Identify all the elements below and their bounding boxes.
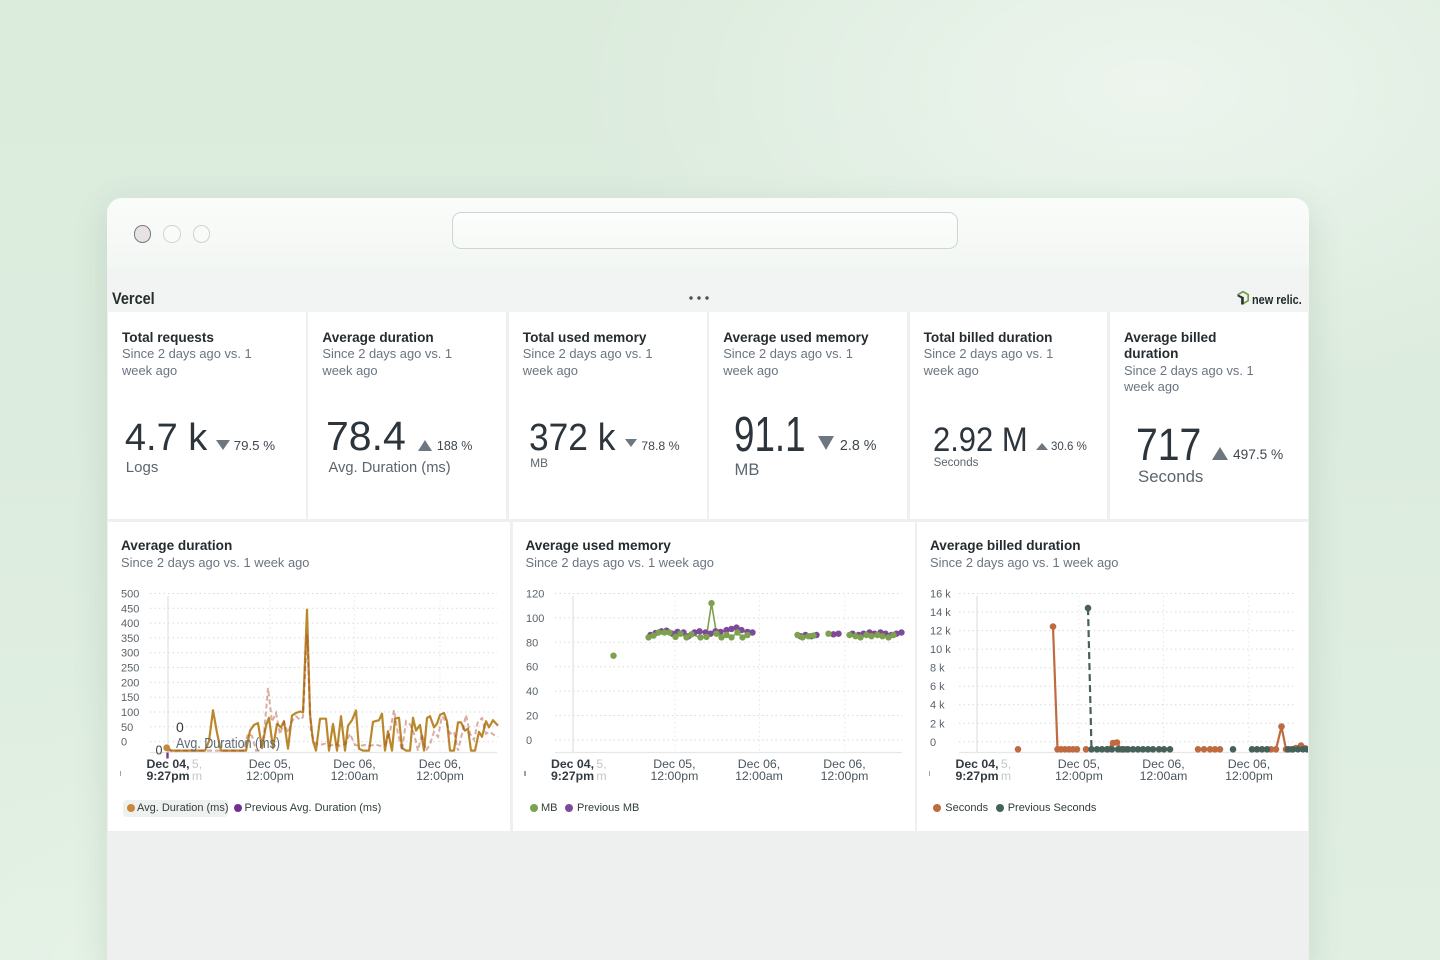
svg-text:500: 500 (121, 589, 139, 601)
svg-text:10 k: 10 k (930, 644, 951, 656)
svg-text:120: 120 (526, 589, 544, 601)
svg-text:0: 0 (176, 719, 184, 735)
svg-text:4 k: 4 k (930, 700, 945, 712)
svg-text:400: 400 (121, 618, 139, 630)
svg-text:50: 50 (121, 722, 133, 734)
svg-text:60: 60 (526, 662, 538, 674)
svg-text:300: 300 (121, 648, 139, 660)
svg-text:0: 0 (526, 735, 532, 747)
svg-text:80: 80 (526, 637, 538, 649)
svg-text:14 k: 14 k (930, 607, 951, 619)
svg-text:450: 450 (121, 603, 139, 615)
svg-text:150: 150 (121, 692, 139, 704)
svg-text:6 k: 6 k (930, 681, 945, 693)
svg-text:8 k: 8 k (930, 663, 945, 675)
svg-text:0: 0 (930, 737, 936, 749)
svg-text:40: 40 (526, 686, 538, 698)
svg-text:250: 250 (121, 663, 139, 675)
svg-text:0: 0 (156, 744, 163, 758)
svg-text:2 k: 2 k (930, 718, 945, 730)
svg-text:350: 350 (121, 633, 139, 645)
svg-text:100: 100 (121, 707, 139, 719)
svg-text:100: 100 (526, 613, 544, 625)
svg-text:0: 0 (121, 737, 127, 749)
svg-text:Avg. Duration (ms): Avg. Duration (ms) (176, 736, 280, 752)
svg-text:16 k: 16 k (930, 589, 951, 601)
svg-text:200: 200 (121, 677, 139, 689)
svg-text:12 k: 12 k (930, 626, 951, 638)
svg-text:20: 20 (526, 711, 538, 723)
